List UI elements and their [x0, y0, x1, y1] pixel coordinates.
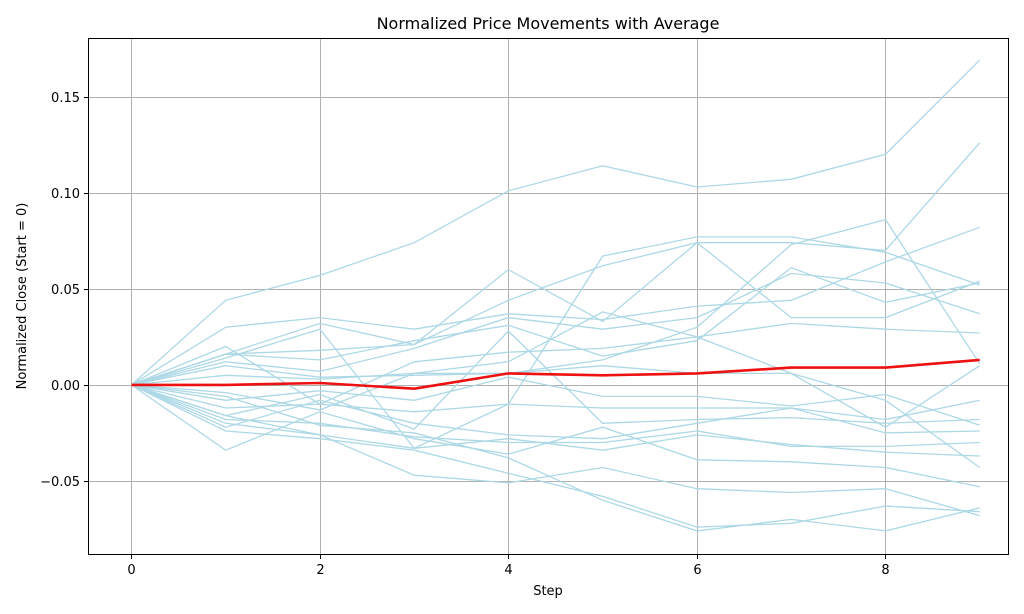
series-line-12 — [131, 376, 980, 426]
x-tick-label: 6 — [693, 563, 701, 578]
series-line-6 — [131, 266, 980, 386]
series-line-19 — [131, 384, 980, 528]
x-tick-label: 2 — [316, 563, 324, 578]
series-line-20 — [131, 384, 980, 517]
series-line-8 — [131, 322, 980, 405]
chart-title: Normalized Price Movements with Average — [377, 14, 720, 33]
plot-frame — [88, 38, 1009, 555]
series-line-21 — [131, 384, 980, 532]
x-tick-label: 8 — [881, 563, 889, 578]
series-line-3 — [131, 142, 981, 386]
series-line-13 — [131, 384, 980, 421]
series-line-15 — [131, 384, 980, 440]
average-line — [131, 358, 980, 391]
series-line-16 — [131, 384, 980, 448]
series-line-1 — [130, 59, 981, 386]
y-tick-label: 0.00 — [51, 379, 80, 394]
series-line-5 — [131, 241, 980, 386]
x-tick-label: 0 — [127, 563, 135, 578]
series-line-11 — [131, 365, 981, 469]
series-line-2 — [131, 226, 980, 386]
y-tick-label: 0.15 — [51, 91, 80, 106]
series-line-17 — [131, 384, 980, 457]
series-line-4 — [131, 236, 980, 450]
average-line-group — [131, 358, 980, 391]
y-tick-label: 0.05 — [51, 283, 80, 298]
y-axis-label: Normalized Close (Start = 0) — [15, 203, 30, 390]
series-line-7 — [131, 272, 980, 386]
series-lines — [130, 59, 981, 532]
x-axis-label: Step — [533, 584, 563, 599]
series-line-14 — [131, 330, 980, 430]
y-tick-label: −0.05 — [40, 475, 80, 490]
series-line-18 — [131, 384, 980, 488]
y-tick-label: 0.10 — [51, 187, 80, 202]
x-tick-label: 4 — [504, 563, 512, 578]
x-axis-ticks: 0 2 4 6 8 — [127, 554, 890, 578]
series-line-9 — [131, 218, 981, 386]
y-axis-ticks: −0.05 0.00 0.05 0.10 0.15 — [40, 91, 89, 490]
